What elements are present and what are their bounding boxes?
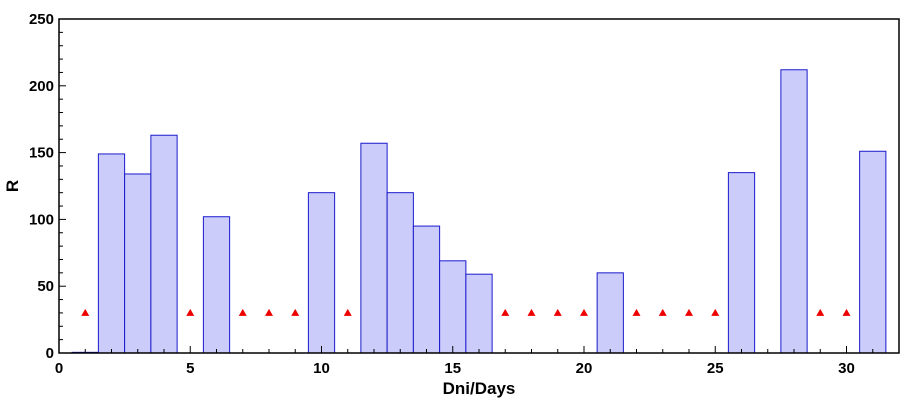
x-tick-label: 15: [444, 360, 461, 377]
marker-day-20: [580, 308, 588, 316]
marker-day-22: [632, 308, 641, 316]
marker-day-17: [501, 308, 510, 316]
bar-day-28: [780, 69, 808, 354]
markers-layer: [81, 308, 851, 316]
y-axis-title: R: [3, 180, 22, 192]
x-tick-label: 0: [55, 360, 63, 377]
bar-day-14: [412, 225, 441, 354]
bar-day-26: [727, 172, 756, 354]
bar-day-16: [465, 273, 493, 354]
x-axis-title: Dni/Days: [443, 379, 516, 398]
x-tick-label: 20: [576, 360, 593, 377]
bar-day-4: [150, 134, 178, 354]
marker-day-7: [238, 308, 247, 316]
marker-day-5: [186, 308, 195, 316]
x-tick-label: 10: [313, 360, 330, 377]
y-tick-label: 150: [29, 145, 54, 162]
x-tick-label: 30: [838, 360, 855, 377]
bar-day-15: [439, 260, 467, 354]
bar-day-6: [202, 216, 231, 354]
bar-day-3: [124, 173, 152, 354]
bar-day-2: [97, 153, 126, 354]
y-tick-label: 200: [29, 78, 54, 95]
marker-day-18: [527, 308, 536, 316]
y-tick-label: 100: [29, 211, 54, 228]
y-tick-label: 250: [29, 11, 54, 28]
marker-day-8: [265, 308, 273, 316]
marker-day-1: [81, 308, 90, 316]
bars-layer: [71, 69, 887, 354]
marker-day-25: [711, 308, 720, 316]
marker-day-11: [343, 308, 352, 316]
x-tick-label: 25: [707, 360, 724, 377]
bar-day-21: [596, 272, 624, 354]
bar-day-10: [307, 192, 336, 354]
y-tick-label: 0: [46, 345, 54, 362]
bar-day-12: [360, 142, 388, 354]
marker-day-29: [816, 308, 825, 316]
ticks-layer: 0 5 10 15 20 25 30 0 50 100 150 200 250: [29, 11, 874, 377]
bar-day-13: [386, 192, 414, 354]
marker-day-24: [685, 308, 693, 316]
marker-day-23: [658, 308, 667, 316]
marker-day-19: [553, 308, 562, 316]
x-tick-label: 5: [186, 360, 194, 377]
bar-day-31: [859, 150, 887, 354]
marker-day-30: [842, 308, 851, 316]
marker-day-9: [291, 308, 300, 316]
y-tick-label: 50: [37, 278, 54, 295]
